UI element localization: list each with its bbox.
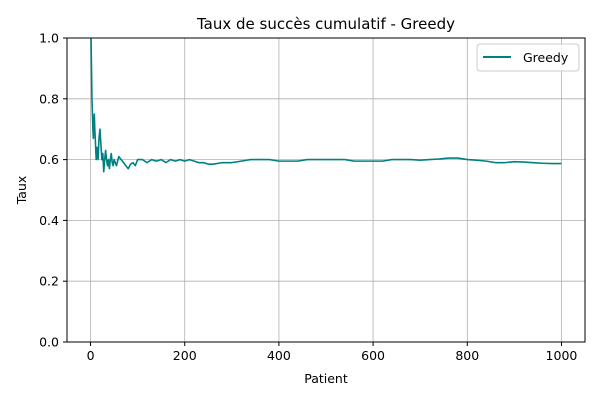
legend: Greedy [476,43,580,72]
x-tick-label-1: 200 [173,348,197,363]
series-line-greedy [90,37,562,173]
y-tick-label-2: 0.4 [39,213,59,228]
x-tick-label-2: 400 [267,348,291,363]
x-tick-label-4: 800 [455,348,479,363]
tick-layer: 0 200 400 600 800 1000 0.0 0.2 0.4 0.6 0.8 1.0 [39,31,577,364]
y-tick-label-3: 0.6 [39,152,59,167]
y-tick-label-0: 0.0 [39,335,59,350]
chart-title: Taux de succès cumulatif - Greedy [196,15,455,33]
y-axis-label: Taux [14,176,29,206]
x-axis-label: Patient [304,371,348,386]
data-layer [90,37,562,173]
legend-box [476,43,580,72]
y-tick-label-1: 0.2 [39,274,59,289]
legend-label-greedy: Greedy [523,50,569,65]
x-tick-label-5: 1000 [546,348,578,363]
x-tick-label-0: 0 [87,348,95,363]
y-tick-label-5: 1.0 [39,31,59,46]
y-tick-label-4: 0.8 [39,91,59,106]
plot-frame [66,37,586,343]
x-tick-label-3: 600 [361,348,385,363]
